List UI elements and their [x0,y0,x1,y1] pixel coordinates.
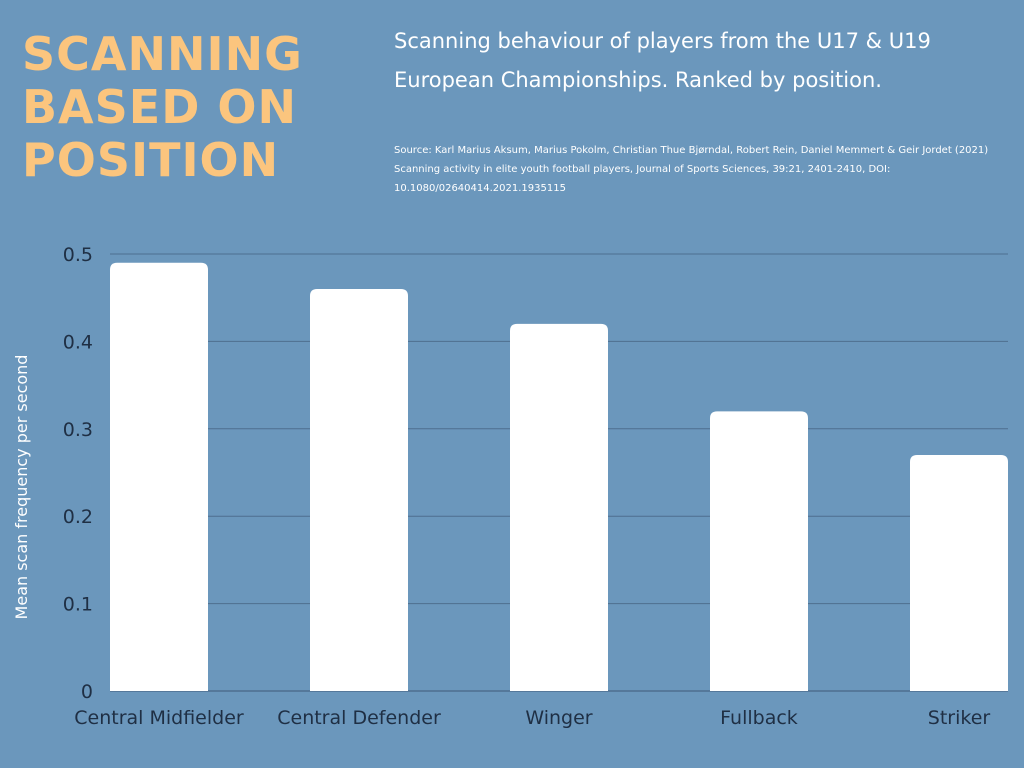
y-tick-label: 0.1 [63,594,93,616]
x-tick-label: Fullback [720,707,798,729]
x-tick-label: Winger [525,707,592,729]
bar [910,455,1008,691]
source-citation: Source: Karl Marius Aksum, Marius Pokolm… [394,145,989,194]
bar [110,262,208,691]
y-tick-label: 0.2 [63,506,93,528]
y-tick-label: 0 [81,681,93,703]
bar [310,288,408,691]
title-line-1: SCANNING [22,27,303,81]
title-line-2: BASED ON [22,80,298,134]
y-axis-title: Mean scan frequency per second [12,355,31,620]
x-tick-label: Central Defender [277,707,441,729]
y-tick-label: 0.5 [63,244,93,266]
title-line-3: POSITION [22,133,280,187]
y-tick-label: 0.3 [63,419,93,441]
bar [510,323,608,691]
chart-subtitle: Scanning behaviour of players from the U… [394,29,931,92]
x-tick-label: Striker [928,707,991,729]
y-tick-label: 0.4 [63,331,93,353]
bar [710,411,808,691]
chart-title: SCANNING BASED ON POSITION [22,28,372,187]
x-tick-label: Central Midfielder [74,707,244,729]
